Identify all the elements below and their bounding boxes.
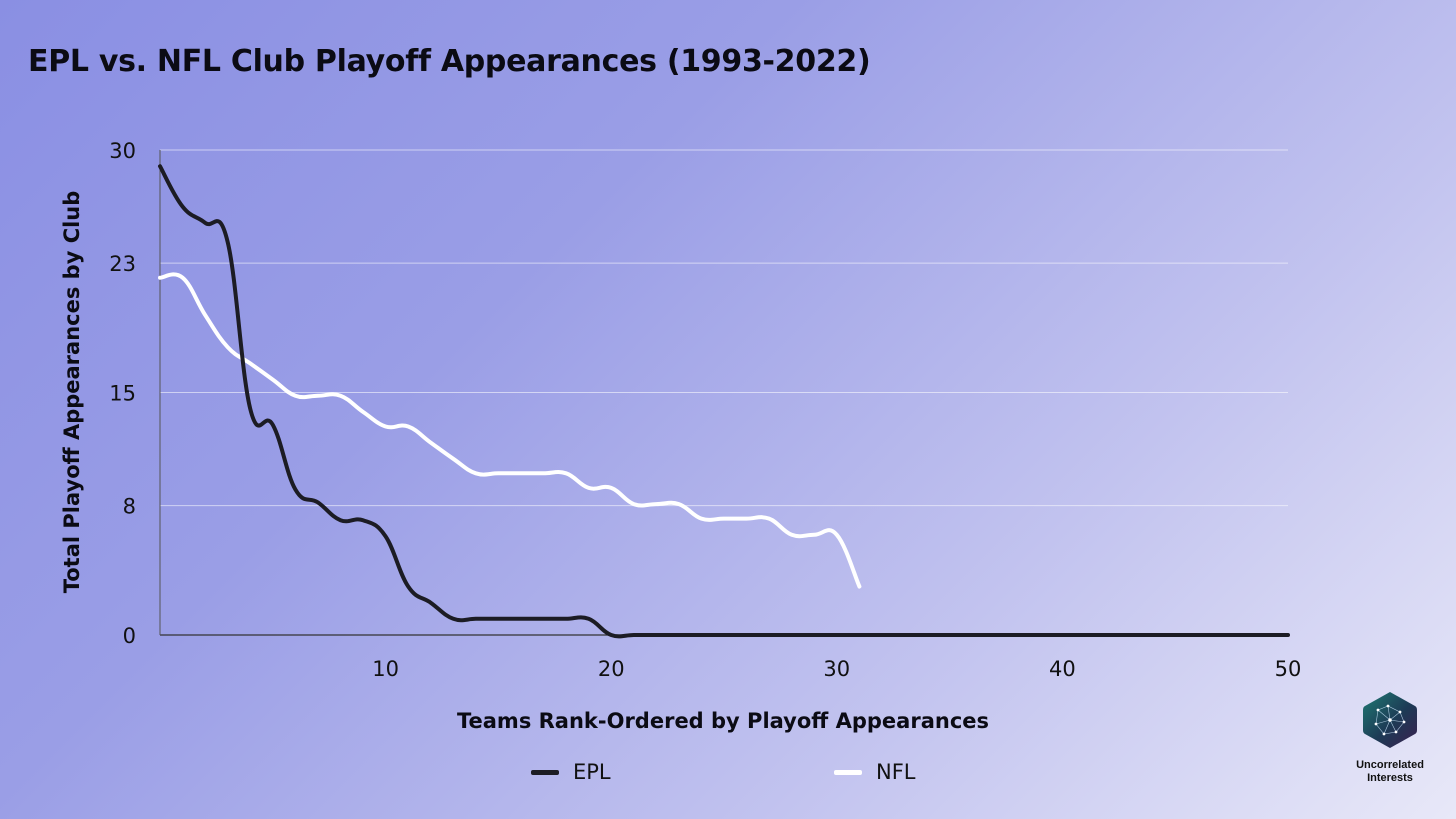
x-tick-label: 50 (1275, 657, 1302, 681)
y-tick-label: 8 (123, 495, 136, 519)
legend-swatch-epl (531, 769, 559, 775)
y-tick-label: 15 (109, 382, 136, 406)
network-hexagon-icon (1363, 692, 1417, 748)
x-tick-label: 10 (372, 657, 399, 681)
y-axis-ticks: 0 8 15 23 30 (109, 139, 136, 648)
y-axis-title: Total Playoff Appearances by Club (60, 191, 84, 594)
x-tick-label: 20 (598, 657, 625, 681)
legend: EPL NFL (0, 760, 1456, 792)
series-line-nfl (158, 272, 862, 589)
brand-logo: Uncorrelated Interests (1348, 690, 1432, 785)
y-tick-label: 23 (109, 252, 136, 276)
x-tick-label: 40 (1049, 657, 1076, 681)
legend-swatch-nfl (834, 769, 862, 775)
x-axis-title: Teams Rank-Ordered by Playoff Appearance… (457, 709, 989, 733)
series-line-epl (158, 164, 1290, 639)
y-tick-label: 30 (109, 139, 136, 163)
legend-label-epl: EPL (573, 760, 611, 784)
chart-title: EPL vs. NFL Club Playoff Appearances (19… (28, 44, 871, 79)
x-axis-ticks: 10 20 30 40 50 (372, 657, 1301, 681)
legend-item-nfl: NFL (834, 760, 916, 784)
x-tick-label: 30 (823, 657, 850, 681)
y-tick-label: 0 (123, 624, 136, 648)
legend-item-epl: EPL (531, 760, 611, 784)
series-lines (158, 164, 1290, 639)
logo-text: Uncorrelated Interests (1356, 759, 1424, 784)
gridlines (160, 149, 1288, 636)
legend-label-nfl: NFL (876, 760, 916, 784)
